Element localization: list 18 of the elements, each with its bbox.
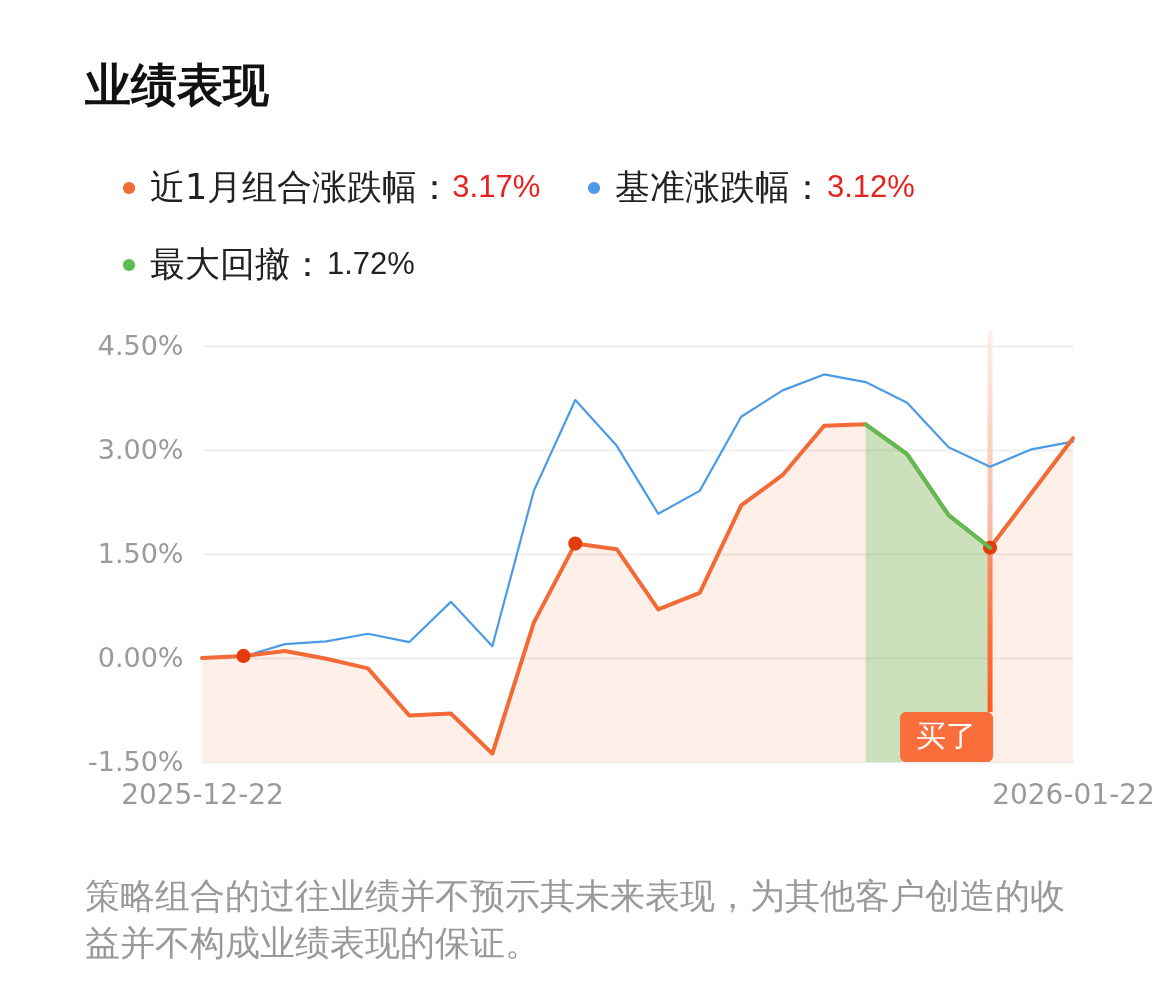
x-tick-label: 2025-12-22 [121,777,284,811]
legend-label: 基准涨跌幅： [615,167,825,207]
y-tick-label: 0.00% [97,641,184,673]
point [568,536,583,551]
text: 3.12% [827,169,915,204]
legend-label: 最大回撤： [150,244,325,284]
text: 3.17% [452,169,541,204]
y-tick-label: -1.50% [87,745,184,777]
chart-title: 业绩表现 [85,58,270,112]
legend-label: 近1月组合涨跌幅： [150,167,453,207]
point [236,648,251,663]
annotation: 买了 [916,718,977,753]
y-tick-label: 4.50% [97,329,184,361]
y-tick-label: 3.00% [97,433,184,465]
x-tick-label: 2026-01-22 [992,777,1155,811]
text: 1.72% [327,246,415,281]
y-tick-label: 1.50% [97,537,184,569]
text: 策略组合的过往业绩并不预示其未来表现，为其他客户创造的收益并不构成业绩表现的保证。 [85,876,1065,963]
